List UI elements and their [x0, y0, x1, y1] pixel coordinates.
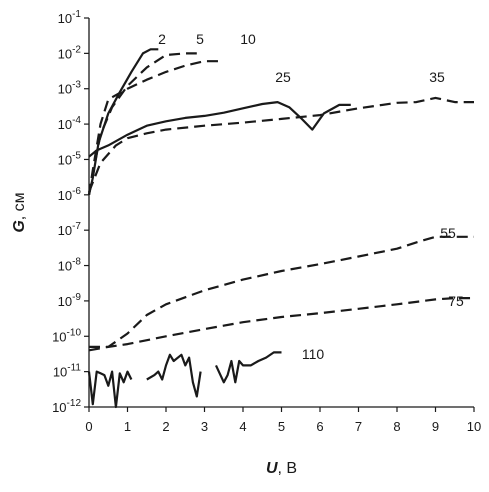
curve-label-75: 75 — [448, 293, 464, 309]
y-tick-label: 10-10 — [52, 327, 81, 344]
curve-110 — [87, 351, 282, 409]
y-tick-label: 10-3 — [58, 80, 82, 97]
y-tick-label: 10-7 — [58, 221, 82, 238]
curve-55 — [89, 235, 474, 348]
curve-5 — [87, 52, 197, 195]
curve-75 — [88, 297, 474, 352]
y-tick-label: 10-12 — [52, 398, 81, 415]
curve-2 — [87, 48, 159, 196]
x-tick-label: 9 — [432, 419, 439, 434]
curve-label-35: 35 — [429, 69, 445, 85]
x-tick-label: 4 — [239, 419, 246, 434]
axes: 0 1 2 3 4 5 6 7 8 9 10 10-1 10-2 10-3 10-4 10-5 10-6 10-7… — [11, 9, 481, 477]
x-tick-label: 2 — [162, 419, 169, 434]
curve-25 — [88, 101, 351, 158]
curve-label-5: 5 — [196, 31, 204, 47]
x-tick-label: 10 — [467, 419, 481, 434]
x-tick-label: 6 — [316, 419, 323, 434]
x-tick-label: 0 — [85, 419, 92, 434]
curve-10 — [87, 60, 224, 195]
x-tick-label: 3 — [201, 419, 208, 434]
x-axis-title: U, В — [266, 460, 297, 477]
y-axis-title: G, см — [11, 192, 28, 232]
x-tick-label: 8 — [393, 419, 400, 434]
y-tick-label: 10-8 — [58, 257, 82, 274]
y-tick-label: 10-9 — [58, 292, 82, 309]
curve-label-2: 2 — [158, 31, 166, 47]
y-tick-label: 10-11 — [53, 363, 82, 380]
curve-label-110: 110 — [302, 346, 325, 362]
curve-label-55: 55 — [440, 225, 456, 241]
x-tick-label: 1 — [124, 419, 131, 434]
curve-35 — [87, 96, 474, 193]
y-tick-label: 10-4 — [58, 115, 82, 132]
y-tick-label: 10-5 — [58, 150, 82, 167]
series-layer — [87, 48, 474, 409]
y-tick-label: 10-6 — [58, 186, 82, 203]
y-tick-label: 10-2 — [58, 44, 82, 61]
x-tick-label: 5 — [278, 419, 285, 434]
curve-label-25: 25 — [275, 69, 291, 85]
y-tick-label: 10-1 — [58, 9, 82, 26]
curve-label-10: 10 — [240, 31, 256, 47]
x-tick-label: 7 — [355, 419, 362, 434]
